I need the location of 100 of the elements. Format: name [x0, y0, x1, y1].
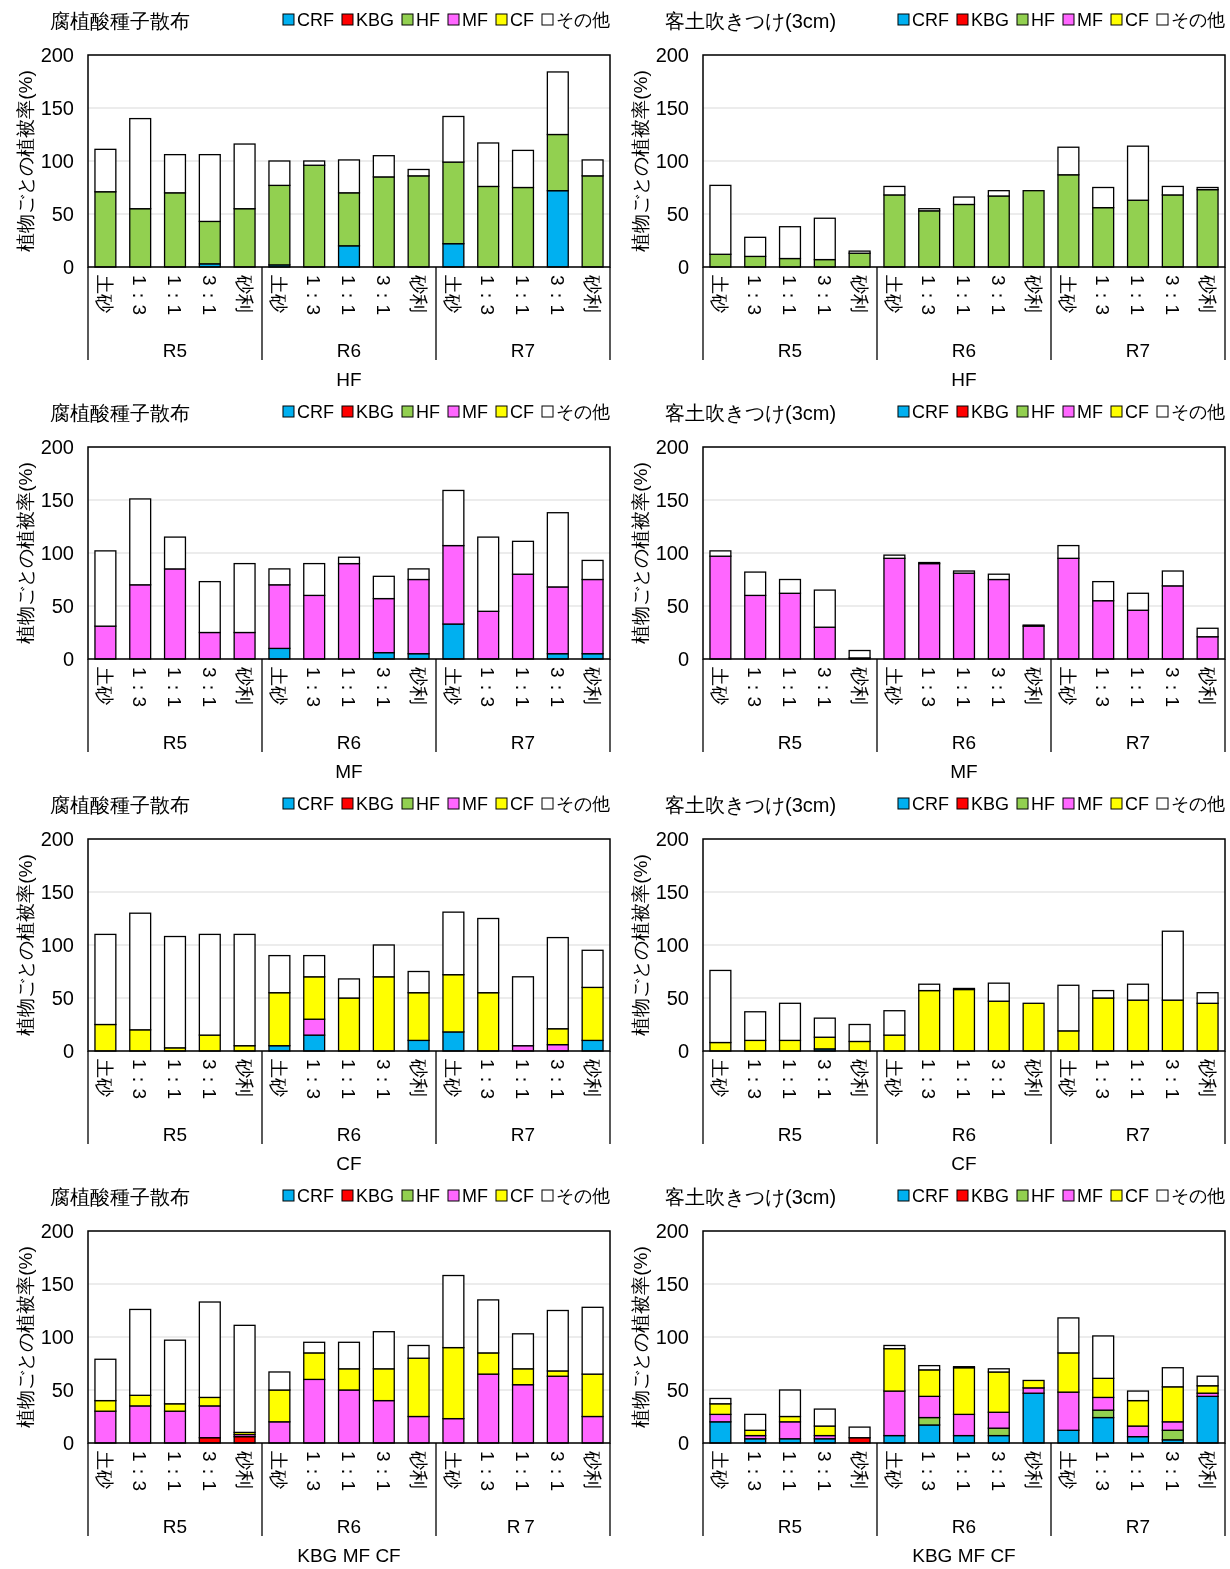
x-tick-label: 3：1	[1161, 667, 1183, 708]
y-tick-label: 50	[51, 987, 74, 1009]
x-tick-label: 1：3	[477, 1451, 499, 1492]
x-tick-label: 砂利	[233, 1058, 255, 1097]
chart-title: 腐植酸種子散布	[50, 402, 190, 424]
x-tick-label: 1：3	[1092, 275, 1114, 316]
x-tick-label: 土砂	[883, 1059, 905, 1097]
y-tick-label: 100	[655, 1326, 689, 1348]
y-tick-label: 150	[655, 489, 689, 511]
x-tick-label: 1：1	[953, 667, 974, 708]
legend-label: CRF	[911, 1186, 949, 1206]
legend-label: CRF	[911, 794, 949, 814]
x-tick-label: 砂利	[848, 666, 870, 705]
legend-label: その他	[556, 10, 610, 30]
x-tick-label: 1：3	[744, 667, 766, 708]
text: R5	[777, 1124, 803, 1145]
y-tick-label: 200	[40, 828, 74, 850]
x-tick-label: 1：1	[953, 1059, 974, 1100]
legend-label: その他	[1171, 794, 1225, 814]
y-tick-label: 100	[655, 934, 689, 956]
x-tick-label: 砂利	[1022, 666, 1044, 705]
legend-label: HF	[1031, 794, 1055, 814]
x-tick-label: 1：1	[779, 1059, 800, 1100]
x-tick-label: 砂利	[1196, 274, 1218, 313]
x-tick-label: 1：3	[303, 667, 325, 708]
text: R5	[777, 1516, 803, 1537]
y-tick-label: 0	[62, 256, 74, 278]
x-tick-label: 3：1	[813, 667, 835, 708]
legend-label: MF	[1077, 794, 1103, 814]
x-tick-label: 3：1	[813, 1059, 835, 1100]
legend-label: その他	[556, 402, 610, 422]
legend-label: CRF	[296, 1186, 334, 1206]
legend-label: MF	[462, 402, 488, 422]
x-tick-label: 土砂	[883, 1451, 905, 1489]
y-tick-label: 100	[655, 150, 689, 172]
y-axis-title: 植物ごとの植被率(%)	[15, 462, 36, 644]
x-tick-label: 土砂	[442, 667, 464, 705]
x-tick-label: 砂利	[848, 274, 870, 313]
x-tick-label: 1：3	[477, 275, 499, 316]
x-tick-label: 土砂	[268, 275, 290, 313]
y-axis-title: 植物ごとの植被率(%)	[630, 70, 651, 252]
x-tick-label: 砂利	[1022, 274, 1044, 313]
x-tick-label: 1：1	[1127, 1059, 1148, 1100]
text: R7	[1125, 1516, 1151, 1537]
legend-label: HF	[416, 1186, 440, 1206]
x-tick-label: 土砂	[268, 667, 290, 705]
x-tick-label: 1：1	[338, 275, 359, 316]
x-tick-label: 土砂	[94, 275, 116, 313]
text: R6	[951, 1124, 977, 1145]
x-tick-label: 1：3	[477, 667, 499, 708]
y-tick-label: 150	[40, 489, 74, 511]
legend-label: HF	[1031, 10, 1055, 30]
legend-label: CF	[1125, 402, 1149, 422]
y-tick-label: 150	[655, 881, 689, 903]
y-tick-label: 100	[40, 150, 74, 172]
y-tick-label: 200	[40, 1220, 74, 1242]
y-tick-label: 100	[40, 542, 74, 564]
legend-label: KBG	[355, 402, 394, 422]
x-tick-label: 砂利	[581, 1450, 603, 1489]
text: R5	[162, 732, 188, 753]
text: R７	[506, 1516, 540, 1537]
legend-label: その他	[1171, 1186, 1225, 1206]
y-tick-label: 150	[40, 1273, 74, 1295]
legend-label: KBG	[970, 1186, 1009, 1206]
y-tick-label: 50	[666, 987, 689, 1009]
x-axis-title: CF	[336, 1153, 362, 1174]
legend-label: その他	[556, 794, 610, 814]
x-tick-label: 3：1	[372, 667, 394, 708]
x-tick-label: 砂利	[581, 1058, 603, 1097]
x-tick-label: 1：3	[918, 275, 940, 316]
x-tick-label: 3：1	[198, 667, 220, 708]
x-tick-label: 1：1	[164, 1451, 185, 1492]
y-tick-label: 50	[51, 595, 74, 617]
x-axis-title: HF	[336, 369, 362, 390]
x-tick-label: 3：1	[1161, 1451, 1183, 1492]
x-tick-label: 砂利	[407, 1058, 429, 1097]
text: R6	[336, 1124, 362, 1145]
legend-label: CF	[1125, 1186, 1149, 1206]
x-tick-label: 1：1	[953, 1451, 974, 1492]
y-axis-title: 植物ごとの植被率(%)	[630, 462, 651, 644]
x-tick-label: 砂利	[1196, 666, 1218, 705]
x-tick-label: 1：1	[953, 275, 974, 316]
legend-label: KBG	[970, 794, 1009, 814]
y-tick-label: 0	[62, 1040, 74, 1062]
legend-label: KBG	[355, 10, 394, 30]
x-tick-label: 1：3	[1092, 1451, 1114, 1492]
x-tick-label: 土砂	[709, 275, 731, 313]
y-tick-label: 200	[40, 44, 74, 66]
x-tick-label: 砂利	[233, 274, 255, 313]
legend-label: CRF	[296, 402, 334, 422]
legend-label: KBG	[355, 1186, 394, 1206]
x-tick-label: 1：1	[779, 1451, 800, 1492]
text: R6	[951, 1516, 977, 1537]
text: R5	[777, 340, 803, 361]
x-tick-label: 1：1	[512, 667, 533, 708]
legend-label: その他	[1171, 402, 1225, 422]
x-tick-label: 3：1	[987, 667, 1009, 708]
x-tick-label: 3：1	[372, 1059, 394, 1100]
x-tick-label: 1：3	[744, 1451, 766, 1492]
y-tick-label: 150	[655, 97, 689, 119]
